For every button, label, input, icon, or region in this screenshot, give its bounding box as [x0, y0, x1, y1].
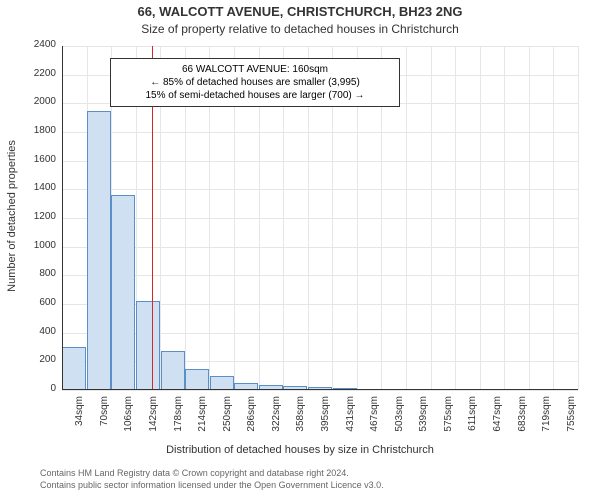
gridline-h	[62, 218, 578, 219]
x-tick-label: 106sqm	[123, 396, 134, 446]
chart-subtitle: Size of property relative to detached ho…	[0, 22, 600, 36]
gridline-h	[62, 275, 578, 276]
gridline-v	[480, 46, 481, 390]
x-tick-label: 358sqm	[295, 396, 306, 446]
y-tick-label: 0	[16, 383, 56, 394]
x-tick-label: 611sqm	[467, 396, 478, 446]
x-axis-label: Distribution of detached houses by size …	[0, 444, 600, 456]
callout-box: 66 WALCOTT AVENUE: 160sqm ← 85% of detac…	[110, 58, 400, 107]
gridline-v	[431, 46, 432, 390]
footer-line-2: Contains public sector information licen…	[40, 480, 384, 492]
gridline-v	[529, 46, 530, 390]
x-tick-label: 70sqm	[99, 396, 110, 446]
y-tick-label: 1400	[16, 182, 56, 193]
y-tick-label: 800	[16, 268, 56, 279]
y-tick-label: 1200	[16, 211, 56, 222]
x-tick-label: 34sqm	[74, 396, 85, 446]
x-tick-label: 467sqm	[369, 396, 380, 446]
chart-title: 66, WALCOTT AVENUE, CHRISTCHURCH, BH23 2…	[0, 4, 600, 19]
x-tick-label: 142sqm	[148, 396, 159, 446]
chart-container: 66, WALCOTT AVENUE, CHRISTCHURCH, BH23 2…	[0, 0, 600, 500]
gridline-h	[62, 247, 578, 248]
callout-line-3: 15% of semi-detached houses are larger (…	[119, 89, 391, 102]
x-tick-label: 539sqm	[418, 396, 429, 446]
x-tick-label: 683sqm	[517, 396, 528, 446]
x-axis	[62, 389, 578, 390]
y-tick-label: 1600	[16, 154, 56, 165]
x-tick-label: 395sqm	[320, 396, 331, 446]
histogram-bar	[210, 376, 234, 390]
footer-line-1: Contains HM Land Registry data © Crown c…	[40, 468, 384, 480]
y-axis-label: Number of detached properties	[6, 66, 18, 366]
x-tick-label: 214sqm	[197, 396, 208, 446]
gridline-h	[62, 132, 578, 133]
x-tick-label: 250sqm	[222, 396, 233, 446]
gridline-h	[62, 189, 578, 190]
callout-line-2: ← 85% of detached houses are smaller (3,…	[119, 76, 391, 89]
y-tick-label: 2400	[16, 39, 56, 50]
y-tick-label: 600	[16, 297, 56, 308]
x-tick-label: 286sqm	[246, 396, 257, 446]
histogram-bar	[111, 195, 135, 390]
gridline-h	[62, 46, 578, 47]
gridline-v	[455, 46, 456, 390]
footer-attribution: Contains HM Land Registry data © Crown c…	[40, 468, 384, 491]
y-tick-label: 2200	[16, 68, 56, 79]
gridline-v	[504, 46, 505, 390]
callout-line-1: 66 WALCOTT AVENUE: 160sqm	[119, 63, 391, 76]
gridline-v	[406, 46, 407, 390]
histogram-bar	[136, 301, 160, 390]
y-tick-label: 200	[16, 354, 56, 365]
y-axis	[62, 46, 63, 390]
histogram-bar	[62, 347, 86, 390]
gridline-h	[62, 161, 578, 162]
x-tick-label: 719sqm	[541, 396, 552, 446]
x-tick-label: 575sqm	[443, 396, 454, 446]
x-tick-label: 178sqm	[173, 396, 184, 446]
y-tick-label: 1800	[16, 125, 56, 136]
y-tick-label: 1000	[16, 240, 56, 251]
y-tick-label: 2000	[16, 96, 56, 107]
gridline-v	[578, 46, 579, 390]
histogram-bar	[161, 351, 185, 390]
x-tick-label: 503sqm	[394, 396, 405, 446]
y-tick-label: 400	[16, 326, 56, 337]
x-tick-label: 647sqm	[492, 396, 503, 446]
x-tick-label: 755sqm	[566, 396, 577, 446]
gridline-h	[62, 390, 578, 391]
x-tick-label: 431sqm	[345, 396, 356, 446]
histogram-bar	[87, 111, 111, 391]
histogram-bar	[185, 369, 209, 391]
x-tick-label: 322sqm	[271, 396, 282, 446]
gridline-v	[553, 46, 554, 390]
